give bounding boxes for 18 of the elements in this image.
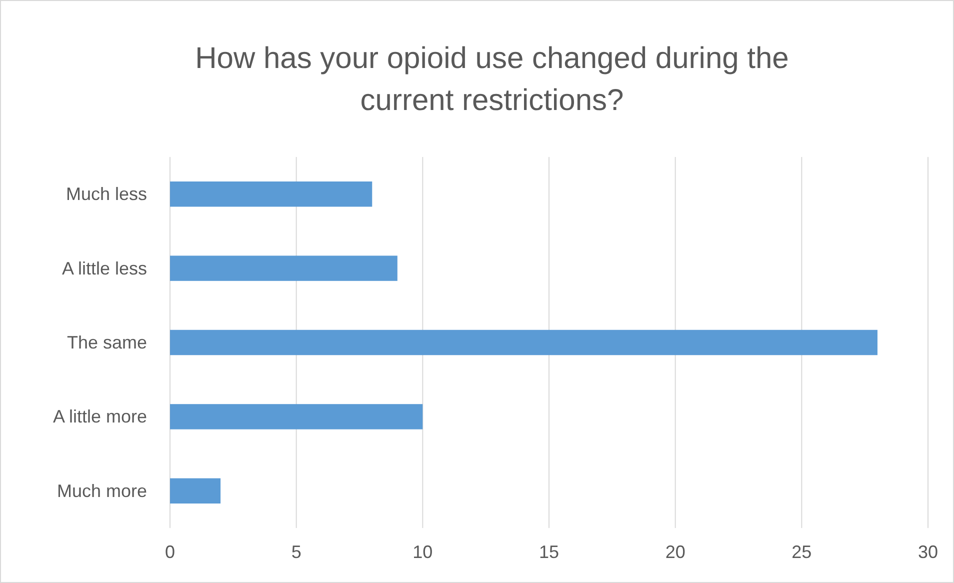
bar xyxy=(170,478,221,504)
x-tick-label: 30 xyxy=(918,542,938,562)
y-tick-label: Much less xyxy=(66,184,147,204)
bar xyxy=(170,181,372,207)
x-tick-label: 5 xyxy=(291,542,302,562)
y-tick-label: Much more xyxy=(56,480,147,501)
x-tick-label: 25 xyxy=(792,542,812,562)
y-tick-label: A little more xyxy=(52,406,147,427)
bar xyxy=(170,404,423,430)
y-tick-label: The same xyxy=(66,332,147,352)
x-tick-label: 20 xyxy=(665,542,686,562)
bar xyxy=(170,256,398,281)
x-tick-label: 15 xyxy=(538,542,560,562)
x-tick-label: 0 xyxy=(164,542,176,562)
x-tick-label: 10 xyxy=(412,542,433,562)
bar xyxy=(170,330,878,356)
chart-title: How has your opioid use changed during the current restrictions? xyxy=(195,42,789,117)
y-tick-label: A little less xyxy=(62,258,147,278)
